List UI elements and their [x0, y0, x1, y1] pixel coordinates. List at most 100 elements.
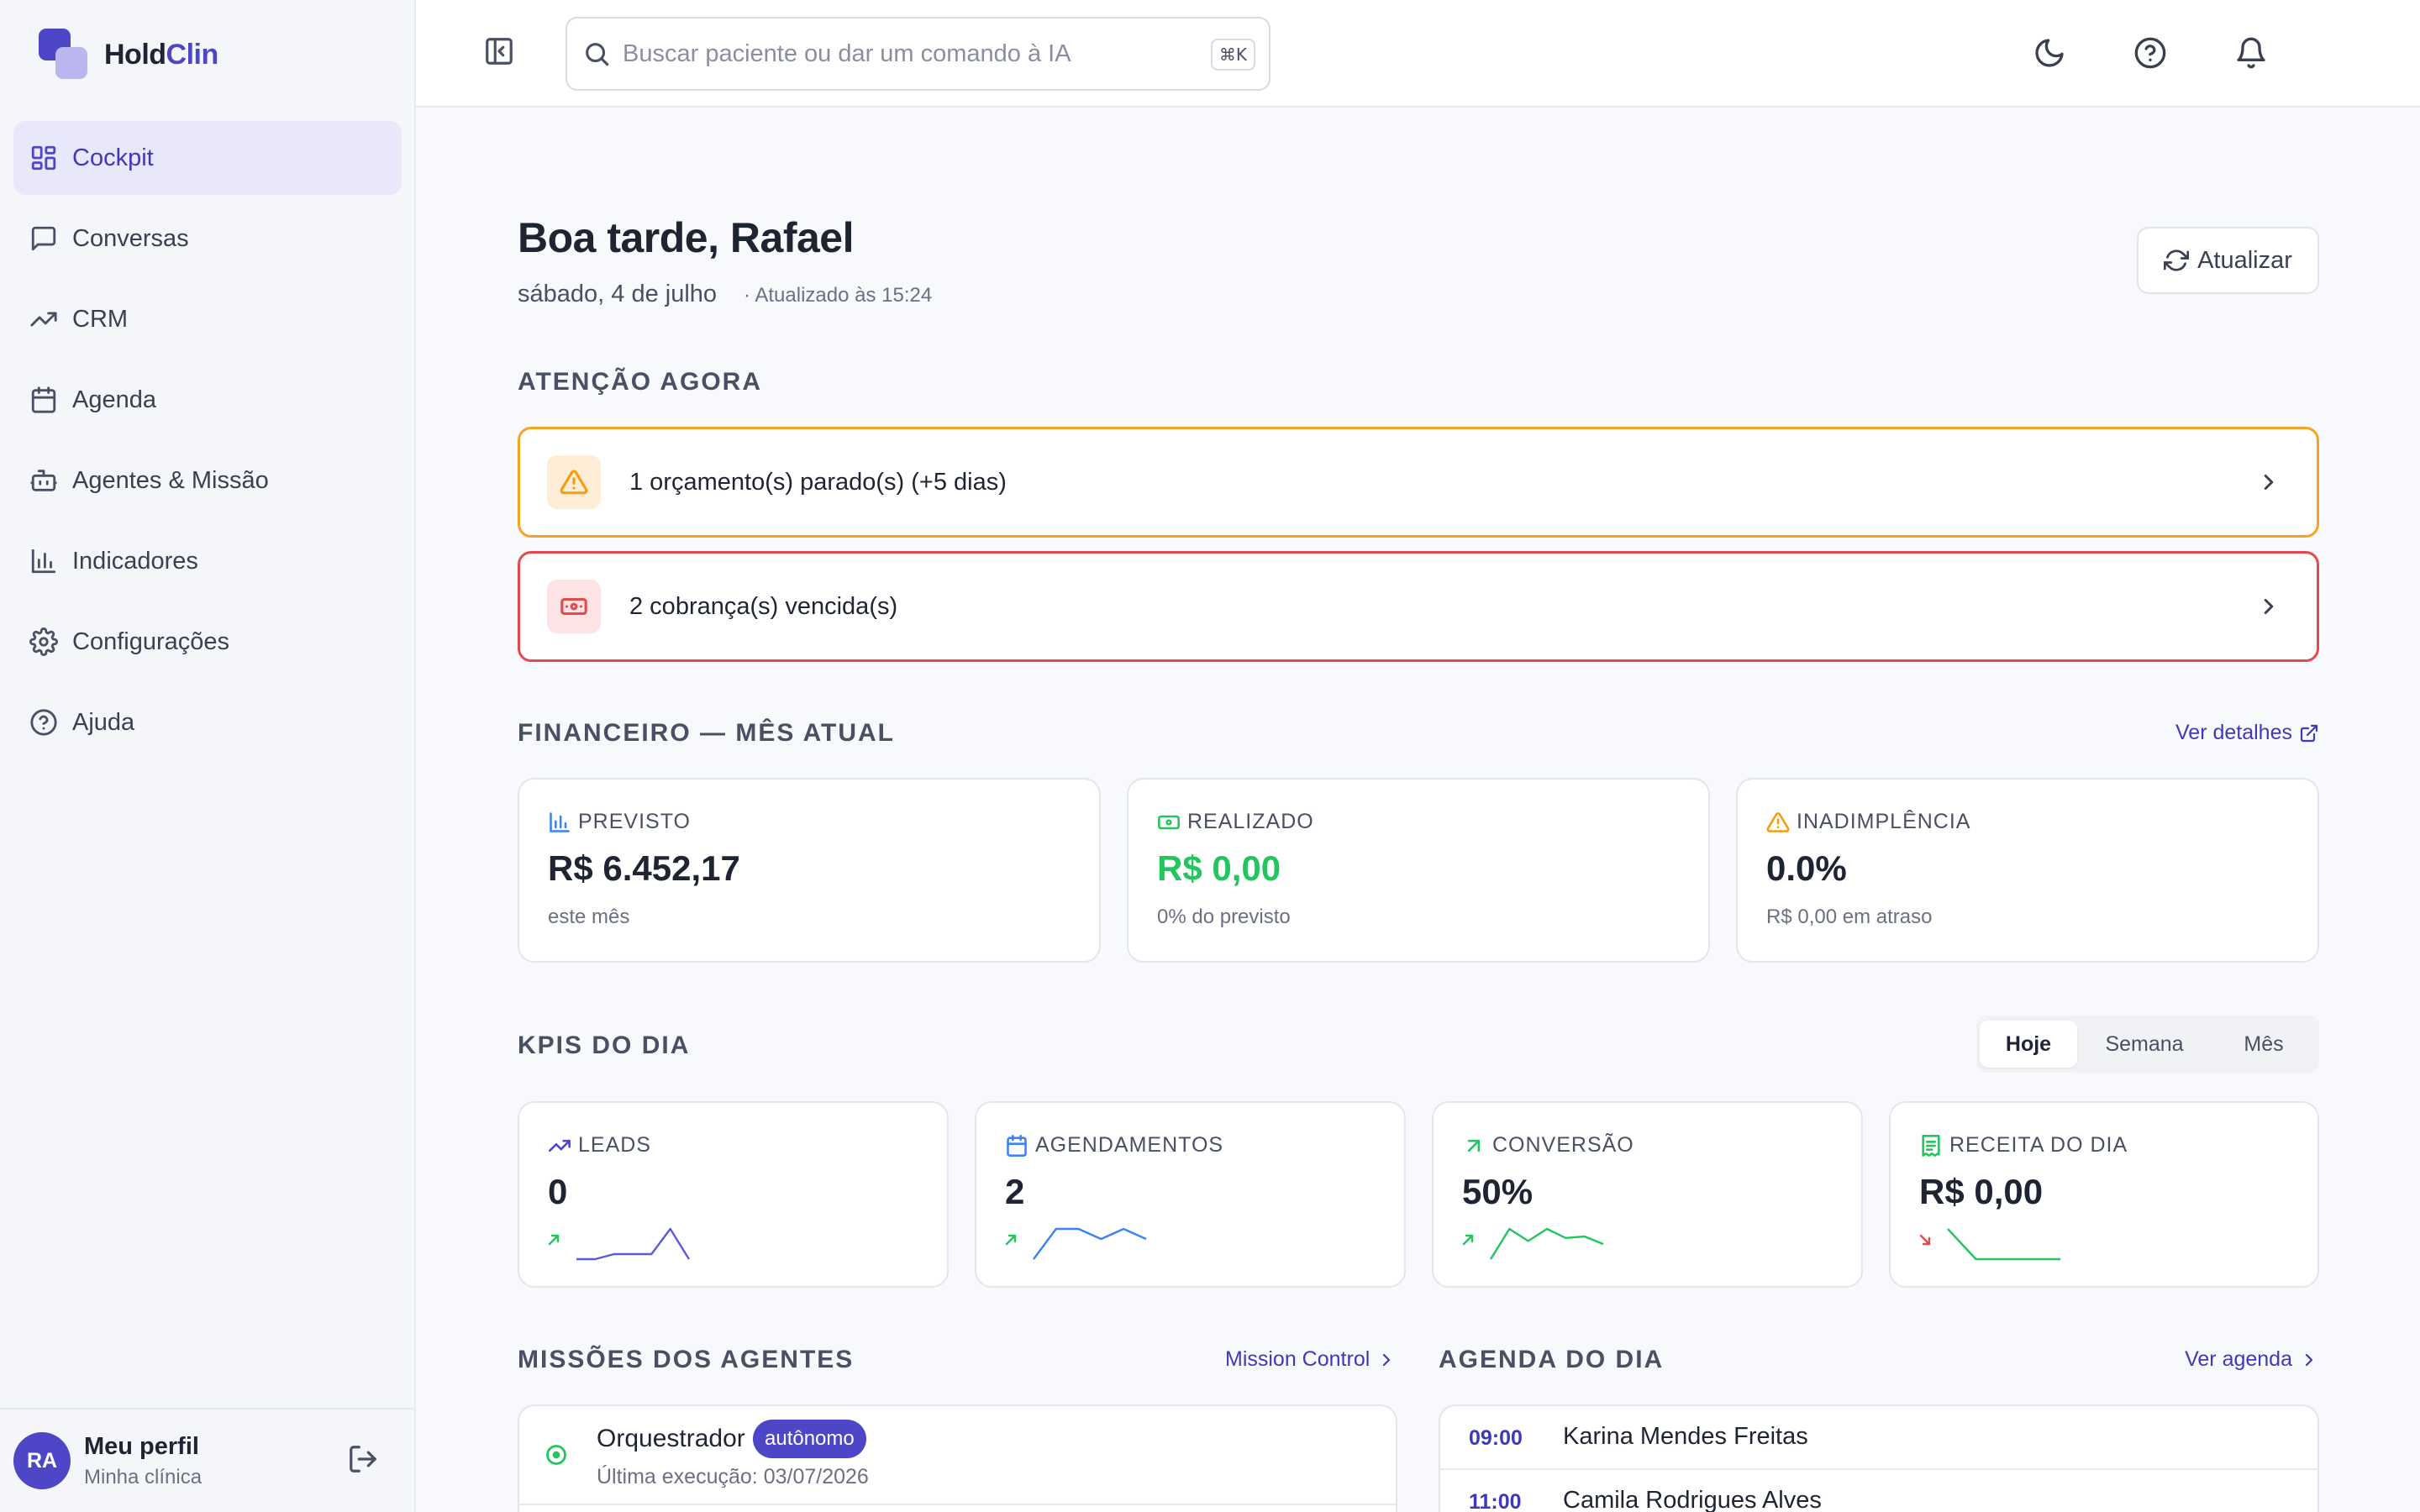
missions-title: MISSÕES DOS AGENTES	[518, 1346, 855, 1373]
sidebar: HoldClin Cockpit Conversas CRM Agenda Ag…	[0, 0, 416, 1512]
help-button[interactable]	[2131, 34, 2170, 72]
brand-logo	[39, 29, 91, 81]
last-updated: · Atualizado às 15:24	[744, 284, 933, 307]
log-out-icon	[350, 1446, 376, 1473]
sidebar-item-indicadores[interactable]: Indicadores	[13, 524, 402, 598]
sidebar-item-label: Agentes & Missão	[72, 466, 269, 494]
banknote-icon	[1158, 815, 1180, 829]
search-input[interactable]	[623, 39, 1160, 68]
message-square-icon	[29, 223, 59, 254]
alert-overdue-charges[interactable]: 2 cobrança(s) vencida(s)	[518, 551, 2319, 662]
period-week[interactable]: Semana	[2105, 1032, 2184, 1056]
status-badge: autônomo	[753, 1420, 866, 1458]
sidebar-nav: Cockpit Conversas CRM Agenda Agentes & M…	[13, 121, 402, 766]
gear-icon	[29, 627, 59, 657]
panel-left-icon	[486, 38, 513, 65]
bar-chart-icon	[29, 546, 59, 576]
sidebar-item-label: Agenda	[72, 386, 156, 413]
agenda-link[interactable]: Ver agenda	[2185, 1347, 2319, 1372]
card-label: CONVERSÃO	[1492, 1133, 1634, 1157]
brand[interactable]: HoldClin	[39, 27, 218, 82]
period-selector: Hoje Semana Mês	[1976, 1016, 2319, 1073]
card-label: INADIMPLÊNCIA	[1797, 810, 1971, 833]
refresh-icon	[2164, 249, 2190, 271]
sidebar-item-agenda[interactable]: Agenda	[13, 363, 402, 437]
appointment-time: 11:00	[1469, 1490, 1522, 1512]
finance-details-link[interactable]: Ver detalhes	[2175, 721, 2319, 745]
card-value: 50%	[1462, 1172, 1534, 1211]
help-circle-icon	[29, 707, 59, 738]
theme-toggle-button[interactable]	[2030, 34, 2069, 72]
sidebar-item-cockpit[interactable]: Cockpit	[13, 121, 402, 195]
list-item[interactable]: 11:00 Camila Rodrigues Alves	[1440, 1470, 2317, 1512]
search-box[interactable]: ⌘K	[566, 17, 1270, 91]
sidebar-item-crm[interactable]: CRM	[13, 282, 402, 356]
card-label: PREVISTO	[578, 810, 691, 833]
sparkline	[548, 1226, 691, 1263]
bar-chart-icon	[550, 811, 570, 832]
search-icon	[586, 43, 609, 66]
sidebar-item-conversas[interactable]: Conversas	[13, 202, 402, 276]
card-label: RECEITA DO DIA	[1949, 1133, 2128, 1157]
alert-triangle-icon	[547, 455, 601, 509]
appointment-patient: Camila Rodrigues Alves	[1563, 1487, 1822, 1512]
finance-title: FINANCEIRO — MÊS ATUAL	[518, 719, 895, 747]
sidebar-item-agentes[interactable]: Agentes & Missão	[13, 444, 402, 517]
avatar: RA	[13, 1432, 71, 1489]
sidebar-item-ajuda[interactable]: Ajuda	[13, 685, 402, 759]
alert-stalled-quotes[interactable]: 1 orçamento(s) parado(s) (+5 dias)	[518, 427, 2319, 538]
toggle-sidebar-button[interactable]	[483, 35, 518, 71]
missions-list: Orquestrador autônomo Última execução: 0…	[518, 1404, 1397, 1512]
sidebar-item-label: Configurações	[72, 627, 229, 655]
alert-triangle-icon	[1766, 811, 1790, 832]
period-month[interactable]: Mês	[2244, 1032, 2284, 1056]
logout-button[interactable]	[347, 1443, 382, 1478]
sparkline	[1005, 1226, 1148, 1263]
topbar: ⌘K	[416, 0, 2420, 108]
card-sub: este mês	[548, 906, 630, 928]
sparkline-series	[1489, 1227, 1604, 1260]
card-value: 2	[1005, 1172, 1025, 1211]
layout-dashboard-icon	[29, 143, 59, 173]
sidebar-item-label: Indicadores	[72, 547, 198, 575]
current-date: sábado, 4 de julho	[518, 281, 718, 307]
shortcut-hint: ⌘K	[1210, 39, 1255, 71]
mission-control-link[interactable]: Mission Control	[1225, 1347, 1397, 1372]
card-sub: R$ 0,00 em atraso	[1766, 906, 1933, 928]
sparkline-series	[1947, 1228, 2060, 1261]
card-value: R$ 0,00	[1157, 848, 1281, 888]
finance-card-previsto: PREVISTO R$ 6.452,17 este mês	[518, 778, 1101, 963]
list-item[interactable]: Orquestrador autônomo Última execução: 0…	[519, 1406, 1396, 1505]
calendar-icon	[1007, 1134, 1027, 1157]
brand-name: HoldClin	[104, 38, 218, 71]
arrow-up-right-icon	[1467, 1139, 1481, 1152]
appointment-patient: Karina Mendes Freitas	[1563, 1423, 1808, 1450]
trending-up-icon	[29, 304, 59, 334]
receipt-icon	[1922, 1134, 1940, 1157]
sidebar-item-label: Ajuda	[72, 708, 135, 736]
card-value: 0	[548, 1172, 568, 1211]
kpi-card-conversao: CONVERSÃO 50%	[1432, 1101, 1863, 1288]
trend-up-icon	[1462, 1234, 1474, 1246]
sidebar-item-label: Conversas	[72, 224, 189, 252]
kpi-card-agendamentos: AGENDAMENTOS 2	[975, 1101, 1406, 1288]
trend-down-icon	[1919, 1234, 1931, 1246]
card-label: LEADS	[578, 1133, 651, 1157]
bot-icon	[29, 465, 59, 496]
card-label: REALIZADO	[1187, 810, 1314, 833]
notifications-button[interactable]	[2232, 34, 2270, 72]
sidebar-item-configuracoes[interactable]: Configurações	[13, 605, 402, 679]
profile[interactable]: RA Meu perfil Minha clínica	[0, 1408, 414, 1512]
agenda-list: 09:00 Karina Mendes Freitas 11:00 Camila…	[1439, 1404, 2319, 1512]
chevron-right-icon	[1383, 1353, 1391, 1366]
appointment-time: 09:00	[1469, 1426, 1523, 1450]
alert-text: 2 cobrança(s) vencida(s)	[629, 592, 898, 620]
refresh-button[interactable]: Atualizar	[2137, 227, 2319, 294]
calendar-icon	[29, 385, 59, 415]
period-today[interactable]: Hoje	[1980, 1021, 2077, 1068]
trend-up-icon	[1005, 1234, 1017, 1246]
card-label: AGENDAMENTOS	[1035, 1133, 1224, 1157]
list-item[interactable]: 09:00 Karina Mendes Freitas	[1440, 1406, 2317, 1470]
help-circle-icon	[2134, 37, 2166, 69]
sparkline-series	[576, 1227, 691, 1261]
